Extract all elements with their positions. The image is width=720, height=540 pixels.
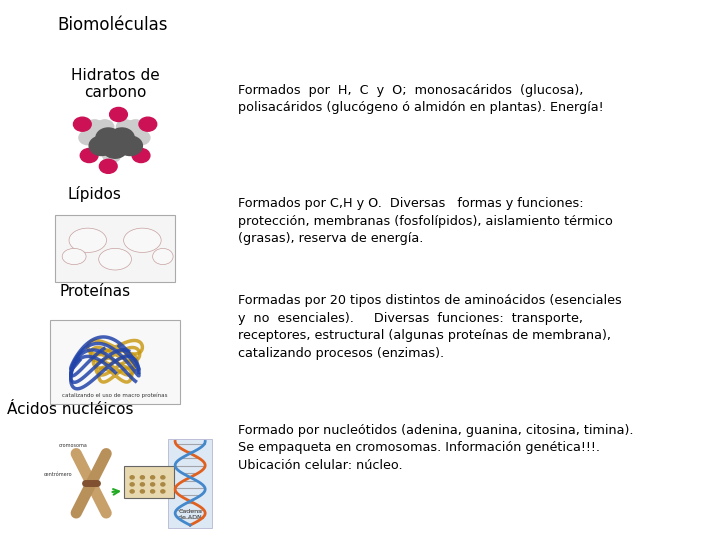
- Text: centrómero: centrómero: [44, 472, 73, 477]
- Text: Proteínas: Proteínas: [59, 284, 130, 299]
- Circle shape: [118, 136, 143, 156]
- Text: cromosoma: cromosoma: [58, 443, 87, 448]
- Circle shape: [117, 120, 134, 134]
- Text: Formadas por 20 tipos distintos de aminoácidos (esenciales
y  no  esenciales).  : Formadas por 20 tipos distintos de amino…: [238, 294, 621, 360]
- Circle shape: [130, 490, 134, 493]
- Circle shape: [150, 476, 155, 479]
- Circle shape: [127, 120, 145, 134]
- Circle shape: [130, 483, 134, 486]
- Circle shape: [150, 483, 155, 486]
- FancyBboxPatch shape: [50, 320, 180, 404]
- Ellipse shape: [99, 248, 132, 270]
- Circle shape: [99, 159, 117, 173]
- Ellipse shape: [69, 228, 107, 252]
- Circle shape: [79, 131, 96, 145]
- Ellipse shape: [124, 228, 161, 252]
- Circle shape: [86, 120, 104, 134]
- Circle shape: [80, 148, 98, 163]
- Text: Biomoléculas: Biomoléculas: [57, 16, 168, 34]
- Text: Ácidos nucléicos: Ácidos nucléicos: [7, 402, 134, 417]
- Circle shape: [161, 476, 165, 479]
- Circle shape: [103, 148, 120, 163]
- Circle shape: [103, 139, 127, 158]
- Ellipse shape: [62, 248, 86, 265]
- Circle shape: [130, 476, 134, 479]
- Circle shape: [109, 107, 127, 122]
- Text: Formados por C,H y O.  Diversas   formas y funciones:
protección, membranas (fos: Formados por C,H y O. Diversas formas y …: [238, 197, 613, 245]
- Circle shape: [161, 483, 165, 486]
- Text: Formados  por  H,  C  y  O;  monosacáridos  (glucosa),
polisacáridos (glucógeno : Formados por H, C y O; monosacáridos (gl…: [238, 84, 603, 114]
- Circle shape: [96, 120, 114, 134]
- Circle shape: [96, 128, 120, 147]
- Circle shape: [150, 490, 155, 493]
- Circle shape: [73, 117, 91, 131]
- Circle shape: [139, 117, 157, 131]
- Circle shape: [109, 128, 134, 147]
- Text: Lípidos: Lípidos: [68, 186, 122, 202]
- Text: Cadena
de ADN: Cadena de ADN: [178, 509, 202, 519]
- FancyBboxPatch shape: [55, 214, 175, 282]
- Circle shape: [140, 483, 145, 486]
- Text: catalizando el uso de macro proteínas: catalizando el uso de macro proteínas: [63, 393, 168, 399]
- Ellipse shape: [153, 248, 173, 265]
- Circle shape: [132, 131, 150, 145]
- FancyBboxPatch shape: [168, 438, 212, 528]
- FancyBboxPatch shape: [124, 466, 174, 498]
- Circle shape: [132, 148, 150, 163]
- Circle shape: [140, 476, 145, 479]
- Circle shape: [140, 490, 145, 493]
- Text: Hidratos de
carbono: Hidratos de carbono: [71, 68, 159, 100]
- Circle shape: [89, 136, 114, 156]
- Circle shape: [161, 490, 165, 493]
- Text: Formado por nucleótidos (adenina, guanina, citosina, timina).
Se empaqueta en cr: Formado por nucleótidos (adenina, guanin…: [238, 424, 634, 472]
